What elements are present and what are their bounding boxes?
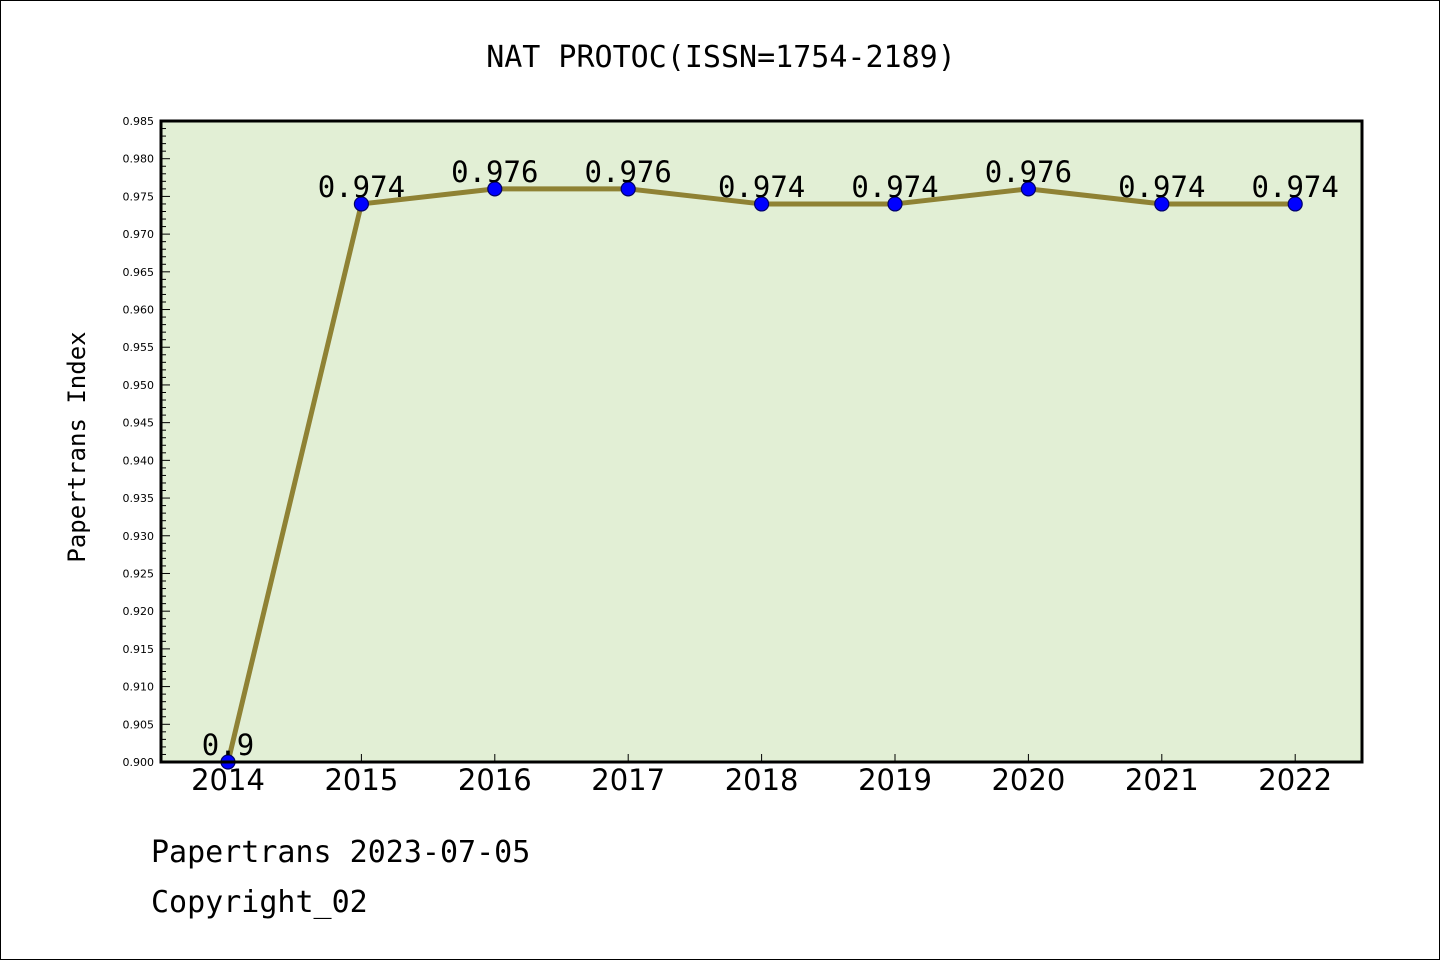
y-tick-label: 0.940 xyxy=(123,454,155,467)
data-label: 0.976 xyxy=(985,155,1072,189)
data-point xyxy=(487,181,503,197)
y-tick-label: 0.965 xyxy=(123,266,155,279)
data-label: 0.974 xyxy=(1252,170,1339,204)
data-label: 0.974 xyxy=(318,170,405,204)
y-tick-label: 0.925 xyxy=(123,567,155,580)
data-point xyxy=(753,196,770,212)
x-tick-label: 2019 xyxy=(858,763,932,797)
y-tick-label: 0.930 xyxy=(123,530,155,543)
data-point xyxy=(1020,181,1037,197)
footer-date: Papertrans 2023-07-05 xyxy=(151,835,531,870)
x-tick-label: 2020 xyxy=(991,763,1065,797)
y-tick-label: 0.935 xyxy=(123,492,155,505)
y-tick-label: 0.910 xyxy=(123,681,155,694)
data-label: 0.9 xyxy=(202,728,254,762)
chart-title: NAT PROTOC(ISSN=1754-2189) xyxy=(486,40,956,75)
y-axis-label: Papertrans Index xyxy=(63,331,91,562)
x-tick-label: 2017 xyxy=(591,763,665,797)
y-tick-label: 0.985 xyxy=(123,115,155,128)
plot-border xyxy=(159,119,1364,764)
data-point xyxy=(1287,196,1303,212)
data-label: 0.974 xyxy=(718,170,805,204)
y-tick-label: 0.905 xyxy=(123,718,155,731)
footer-copyright: Copyright_02 xyxy=(151,885,368,920)
data-point xyxy=(1154,196,1170,212)
y-tick-label: 0.950 xyxy=(123,379,155,392)
y-tick-label: 0.945 xyxy=(123,417,155,430)
y-tick-label: 0.970 xyxy=(123,228,155,241)
x-tick-label: 2022 xyxy=(1258,763,1332,797)
y-tick-label: 0.915 xyxy=(123,643,155,656)
data-point xyxy=(887,196,903,212)
x-tick-label: 2015 xyxy=(324,763,398,797)
data-label: 0.976 xyxy=(451,155,538,189)
data-labels: 0.9 0.974 0.976 0.976 0.974 0.974 0.976 0.974 0.… xyxy=(202,155,1339,762)
data-label: 0.976 xyxy=(585,155,672,189)
y-tick-label: 0.980 xyxy=(123,153,155,166)
x-tick-label: 2021 xyxy=(1125,763,1199,797)
data-label: 0.974 xyxy=(1118,170,1205,204)
data-point xyxy=(620,181,636,197)
y-tick-label: 0.900 xyxy=(123,756,155,769)
y-tick-label: 0.955 xyxy=(123,341,155,354)
data-label: 0.974 xyxy=(851,170,938,204)
x-tick-label: 2016 xyxy=(458,763,532,797)
data-markers xyxy=(220,181,1303,770)
y-tick-label: 0.920 xyxy=(123,605,155,618)
y-tick-label: 0.960 xyxy=(123,304,155,317)
plot-area xyxy=(161,121,1362,762)
data-point xyxy=(353,196,369,212)
y-tick-label: 0.975 xyxy=(123,190,155,203)
x-tick-label: 2018 xyxy=(725,763,799,797)
x-axis-ticks: 2014 2015 2016 2017 2018 2019 2020 2021 2022 xyxy=(191,754,1332,797)
y-axis-ticks: 0.900 0.905 0.910 0.915 0.920 0.925 0.930 0.935… xyxy=(123,115,170,769)
